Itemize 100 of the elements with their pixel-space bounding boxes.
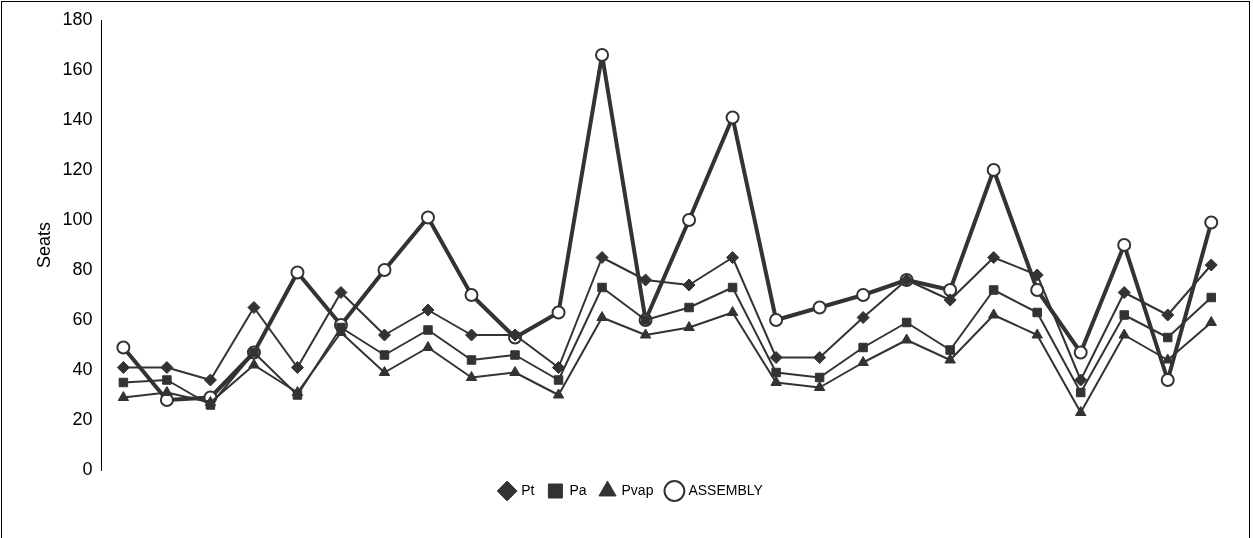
point	[987, 251, 1001, 264]
point	[553, 375, 564, 385]
point	[725, 110, 740, 125]
point	[770, 376, 782, 386]
y-tick-label: 0	[82, 458, 93, 479]
point	[464, 288, 479, 302]
point	[551, 305, 566, 320]
point	[595, 251, 609, 264]
point	[945, 345, 955, 355]
point	[769, 313, 784, 327]
point	[812, 300, 827, 315]
point	[422, 341, 434, 351]
point	[205, 400, 216, 410]
point	[988, 285, 999, 295]
point	[552, 361, 566, 374]
point	[465, 328, 478, 342]
point	[771, 367, 781, 378]
point	[1206, 292, 1216, 303]
point	[1162, 332, 1173, 343]
point	[857, 356, 869, 366]
point	[595, 48, 610, 62]
y-tick-label: 80	[72, 258, 93, 279]
point	[596, 311, 608, 321]
point	[377, 263, 392, 277]
point	[247, 301, 261, 314]
legend-label: Pvap	[621, 481, 654, 498]
point	[1075, 387, 1086, 398]
point	[1031, 328, 1043, 339]
point	[1075, 406, 1087, 416]
point	[552, 388, 565, 399]
point	[420, 210, 435, 225]
point	[1030, 283, 1045, 297]
y-tick-label: 20	[72, 408, 93, 429]
legend-label: Pa	[569, 481, 587, 498]
point	[423, 325, 433, 335]
point	[682, 213, 697, 227]
point	[639, 273, 653, 287]
point	[378, 366, 391, 376]
point	[813, 381, 826, 391]
point	[1074, 373, 1088, 387]
point	[944, 353, 956, 364]
y-tick-label: 160	[62, 58, 93, 79]
point	[116, 361, 130, 374]
point	[1161, 308, 1175, 322]
point	[597, 282, 607, 293]
y-tick-label: 120	[62, 158, 93, 179]
point	[856, 288, 871, 302]
point	[203, 373, 217, 387]
point	[466, 355, 477, 365]
point	[1119, 310, 1129, 320]
legend-label: Pt	[521, 481, 535, 498]
point	[290, 361, 304, 374]
point	[639, 328, 652, 339]
y-tick-label: 180	[62, 8, 93, 29]
point	[116, 340, 131, 355]
point	[336, 322, 346, 333]
point	[1118, 328, 1130, 339]
point	[118, 377, 129, 388]
point	[1117, 238, 1132, 252]
point	[987, 308, 1000, 319]
point	[726, 306, 739, 316]
point	[1205, 316, 1217, 326]
point	[465, 371, 478, 381]
point	[1073, 345, 1088, 360]
point	[813, 351, 827, 364]
point	[943, 283, 958, 297]
y-tick-label: 40	[72, 358, 93, 379]
point	[160, 361, 174, 374]
point	[856, 311, 870, 324]
point	[901, 317, 912, 328]
point	[814, 372, 825, 383]
point	[1204, 215, 1219, 230]
point	[769, 351, 783, 364]
point	[683, 321, 695, 331]
point	[682, 278, 696, 292]
point	[248, 358, 260, 369]
y-tick-label: 140	[62, 108, 93, 129]
point	[290, 265, 305, 280]
point	[858, 342, 868, 353]
point	[510, 350, 520, 360]
point	[421, 303, 435, 317]
legend-label: ASSEMBLY	[688, 481, 764, 498]
point	[509, 366, 521, 376]
point	[1204, 258, 1218, 272]
point	[117, 391, 130, 401]
point	[292, 390, 303, 400]
point	[726, 251, 740, 264]
point	[986, 163, 1001, 177]
point	[727, 282, 738, 293]
y-axis-title: Seats	[33, 221, 54, 269]
y-tick-label: 60	[72, 308, 93, 329]
point	[334, 286, 348, 299]
point	[162, 375, 172, 385]
point	[379, 350, 390, 360]
point	[377, 328, 391, 342]
point	[684, 302, 694, 313]
point	[1160, 373, 1175, 387]
point	[900, 333, 913, 344]
point	[1117, 286, 1131, 299]
point	[943, 293, 957, 307]
